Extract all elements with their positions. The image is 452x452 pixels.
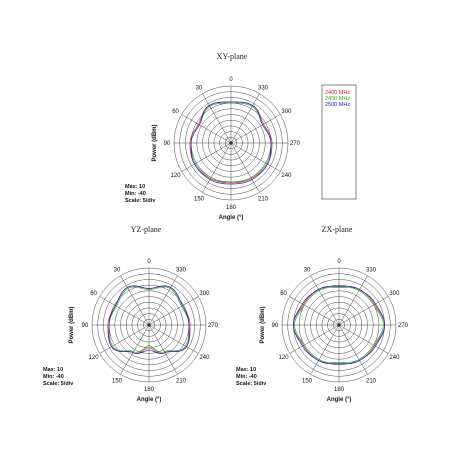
angle-tick-label: 60 [172,109,179,115]
angle-tick-label: 60 [90,291,97,297]
grid-spoke [338,296,389,326]
legend-entry: 2500 MHz [325,102,350,108]
angle-tick-label: 300 [199,291,210,297]
grid-spoke [230,93,260,144]
angle-tick-label: 0 [147,259,151,265]
center-marker [337,323,341,327]
grid-spoke [338,324,389,354]
series-trace-2400-mhz [189,101,273,184]
series-trace-2450-mhz [294,287,384,363]
stats-min: Min: -40 [43,374,64,380]
grid-spoke [310,275,340,326]
grid-spoke [181,114,232,144]
angle-tick-label: 150 [112,378,123,384]
angle-tick-label: 330 [366,268,377,274]
stats-max: Max: 10 [236,367,256,373]
angle-tick-label: 300 [281,109,292,115]
series-trace-2450-mhz [108,286,190,353]
stats-max: Max: 10 [43,367,63,373]
grid-spoke [148,275,178,326]
grid-spoke [148,296,199,326]
angle-tick-label: 270 [290,141,301,147]
angle-tick-label: 150 [194,196,205,202]
angle-tick-label: 150 [302,378,313,384]
grid-spoke [99,324,150,354]
polar-chart-zx-plane: ZX-plane 0 30 60 90 120 150 180 210 240 270 300 330 A… [236,225,409,403]
angle-tick-label: 120 [279,355,290,361]
y-axis-label: Power (dBm) [69,306,75,343]
grid-spoke [202,142,232,193]
x-axis-label: Angle (°) [219,215,244,221]
angle-tick-label: 210 [176,378,187,384]
x-axis-label: Angle (°) [327,397,352,403]
stats-scale: Scale: 5/div [125,198,156,204]
angle-tick-label: 180 [144,387,155,393]
chart-title: YZ-plane [131,225,162,234]
stats-scale: Scale: 5/div [43,381,74,387]
angle-tick-label: 240 [281,173,292,179]
y-axis-label: Power (dBm) [152,124,158,161]
angle-tick-label: 30 [304,268,311,274]
angle-tick-label: 90 [272,323,279,329]
grid-spoke [230,114,281,144]
grid-spoke [289,296,340,326]
polar-chart-yz-plane: YZ-plane 0 30 60 90 120 150 180 210 240 270 300 330 A… [43,225,219,403]
polar-chart-xy-plane: XY-plane 0 30 60 90 120 150 180 210 240 270 300 330 A… [125,52,357,221]
angle-tick-label: 0 [337,259,341,265]
grid-spoke [120,324,150,375]
angle-tick-label: 90 [82,323,89,329]
stats-scale: Scale: 5/div [236,381,267,387]
grid-spoke [289,324,340,354]
angle-tick-label: 210 [366,378,377,384]
y-axis-label: Power (dBm) [260,306,266,343]
angle-tick-label: 30 [114,268,121,274]
angle-tick-label: 330 [176,268,187,274]
angle-tick-label: 240 [389,355,400,361]
legend-entry: 2450 MHz [325,96,350,102]
center-marker [229,141,233,145]
grid-spoke [148,324,178,375]
grid-spoke [230,142,281,172]
angle-tick-label: 180 [334,387,345,393]
angle-tick-label: 30 [196,86,203,92]
center-marker [147,323,151,327]
legend-box [321,84,357,200]
stats-min: Min: -40 [236,374,257,380]
angle-tick-label: 270 [398,323,409,329]
chart-title: ZX-plane [322,225,353,234]
angle-tick-label: 120 [171,173,182,179]
chart-title: XY-plane [217,52,248,61]
stats-max: Max: 10 [125,184,145,190]
angle-tick-label: 60 [280,291,287,297]
series-trace-2500-mhz [293,285,385,365]
angle-tick-label: 210 [258,196,269,202]
grid-spoke [310,324,340,375]
angle-tick-label: 330 [258,86,269,92]
stats-min: Min: -40 [125,191,146,197]
angle-tick-label: 300 [389,291,400,297]
angle-tick-label: 120 [89,355,100,361]
grid-spoke [181,142,232,172]
grid-spoke [202,93,232,144]
series-trace-2500-mhz [190,101,272,185]
grid-spoke [338,275,368,326]
angle-tick-label: 270 [208,323,219,329]
grid-spoke [338,324,368,375]
grid-spoke [148,324,199,354]
grid-spoke [99,296,150,326]
angle-tick-label: 240 [199,355,210,361]
series-trace-2500-mhz [108,285,190,354]
angle-tick-label: 0 [229,77,233,83]
grid-spoke [230,142,260,193]
angle-tick-label: 90 [164,141,171,147]
grid-spoke [120,275,150,326]
x-axis-label: Angle (°) [137,397,162,403]
legend-entry: 2400 MHz [325,90,350,96]
angle-tick-label: 180 [226,205,237,211]
